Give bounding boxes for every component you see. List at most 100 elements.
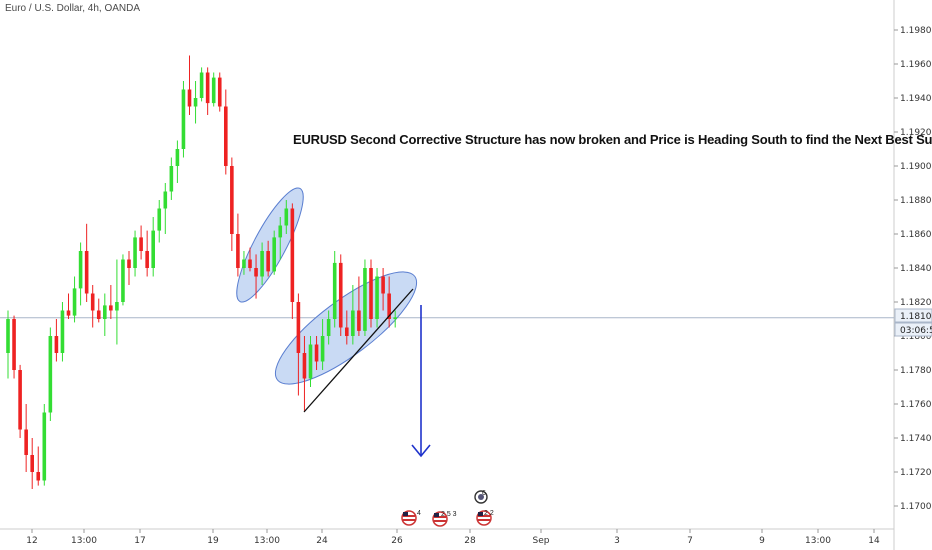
candle[interactable]: [109, 285, 113, 319]
candle[interactable]: [175, 140, 180, 184]
candle[interactable]: [211, 72, 216, 107]
candle[interactable]: [260, 242, 264, 286]
time-tick-label: 13:00: [805, 536, 831, 546]
candle[interactable]: [338, 254, 343, 336]
candle[interactable]: [84, 223, 89, 302]
candle[interactable]: [296, 293, 301, 396]
candle[interactable]: [48, 327, 53, 422]
price-tag: 1.18107 03:06:52: [894, 308, 932, 337]
candle[interactable]: [345, 310, 349, 345]
candle[interactable]: [369, 259, 373, 328]
candle[interactable]: [224, 89, 228, 175]
candle[interactable]: [230, 157, 234, 252]
candle-body: [78, 251, 83, 289]
candle[interactable]: [151, 217, 155, 277]
candle[interactable]: [121, 254, 125, 306]
candle[interactable]: [169, 157, 174, 201]
candle[interactable]: [18, 364, 22, 438]
candle[interactable]: [205, 67, 210, 115]
trend-line[interactable]: [303, 288, 414, 413]
candle[interactable]: [163, 183, 168, 234]
candle-body: [133, 237, 137, 268]
us-flag-icon-canton: [478, 512, 483, 516]
candle-body: [284, 208, 289, 226]
candle[interactable]: [236, 213, 240, 277]
candle[interactable]: [363, 259, 367, 337]
candle[interactable]: [60, 302, 65, 362]
candle[interactable]: [66, 293, 71, 320]
candle-body: [260, 251, 264, 277]
candle[interactable]: [393, 310, 397, 328]
candle[interactable]: [193, 81, 198, 124]
symbol-title[interactable]: Euro / U.S. Dollar, 4h, OANDA: [5, 3, 141, 14]
candle[interactable]: [181, 81, 186, 158]
candle[interactable]: [30, 438, 34, 489]
candle[interactable]: [103, 293, 107, 337]
candle-body: [217, 77, 222, 107]
candle[interactable]: [24, 404, 28, 472]
candle[interactable]: [254, 254, 258, 299]
candle[interactable]: [6, 310, 10, 379]
candle[interactable]: [332, 251, 337, 328]
candle[interactable]: [145, 230, 149, 277]
candle[interactable]: [320, 319, 325, 370]
candle[interactable]: [248, 247, 252, 272]
candle[interactable]: [381, 268, 385, 311]
event-flag-us-1[interactable]: 4: [401, 510, 421, 526]
candle[interactable]: [42, 404, 47, 486]
candle[interactable]: [308, 336, 313, 387]
candle[interactable]: [266, 240, 270, 277]
candle[interactable]: [314, 336, 319, 370]
candle-body: [60, 310, 65, 353]
time-tick-label: 7: [687, 536, 693, 546]
candle-body: [266, 251, 270, 272]
candle[interactable]: [72, 276, 77, 323]
event-flag-eu[interactable]: 6: [474, 490, 488, 504]
time-tick-label: 17: [134, 536, 145, 546]
candle-body: [375, 276, 379, 319]
candle[interactable]: [127, 251, 131, 285]
candle-body: [54, 336, 59, 353]
candle-body: [278, 225, 283, 238]
candle[interactable]: [272, 230, 276, 275]
candle[interactable]: [242, 251, 246, 275]
candle[interactable]: [54, 319, 59, 362]
candle[interactable]: [139, 225, 143, 260]
candle[interactable]: [290, 203, 295, 319]
candle[interactable]: [217, 72, 222, 112]
candle[interactable]: [278, 217, 283, 260]
candle[interactable]: [351, 285, 355, 345]
candle[interactable]: [284, 200, 289, 234]
candle[interactable]: [302, 336, 307, 411]
candle[interactable]: [157, 200, 162, 243]
candle[interactable]: [115, 259, 119, 345]
candle[interactable]: [12, 315, 16, 379]
candle[interactable]: [96, 298, 101, 323]
event-flag-us-3[interactable]: 2 2: [476, 510, 494, 526]
time-tick-label: 14: [868, 536, 880, 546]
down-arrow-head: [411, 444, 431, 458]
price-tick-label: 1.18000: [900, 332, 932, 342]
down-arrow[interactable]: [411, 305, 431, 458]
time-axis[interactable]: 12 13:00 17 19 13:00 24 26 28 Sep 3 7 9 13:00 14: [0, 528, 894, 546]
candle[interactable]: [90, 285, 95, 328]
chart-annotation[interactable]: EURUSD Second Corrective Structure has n…: [293, 132, 932, 147]
candle[interactable]: [375, 268, 379, 328]
economic-events[interactable]: 4 2 5 3 2 2 6: [401, 490, 494, 527]
price-axis[interactable]: 1.17000 1.17200 1.17400 1.17600 1.17800 1.180…: [893, 0, 932, 550]
candle[interactable]: [199, 67, 204, 102]
candle[interactable]: [36, 446, 41, 486]
candle[interactable]: [78, 242, 83, 306]
candle-body: [72, 288, 77, 316]
candle[interactable]: [357, 276, 361, 337]
candle[interactable]: [326, 310, 331, 345]
candle-body: [332, 262, 337, 319]
candle[interactable]: [387, 276, 391, 328]
event-flag-us-2[interactable]: 2 5 3: [432, 511, 457, 527]
candle[interactable]: [133, 230, 137, 277]
us-flag-icon-stripe: [434, 520, 446, 522]
candle-body: [351, 310, 355, 336]
candle[interactable]: [187, 55, 192, 116]
candle-body: [169, 166, 174, 192]
